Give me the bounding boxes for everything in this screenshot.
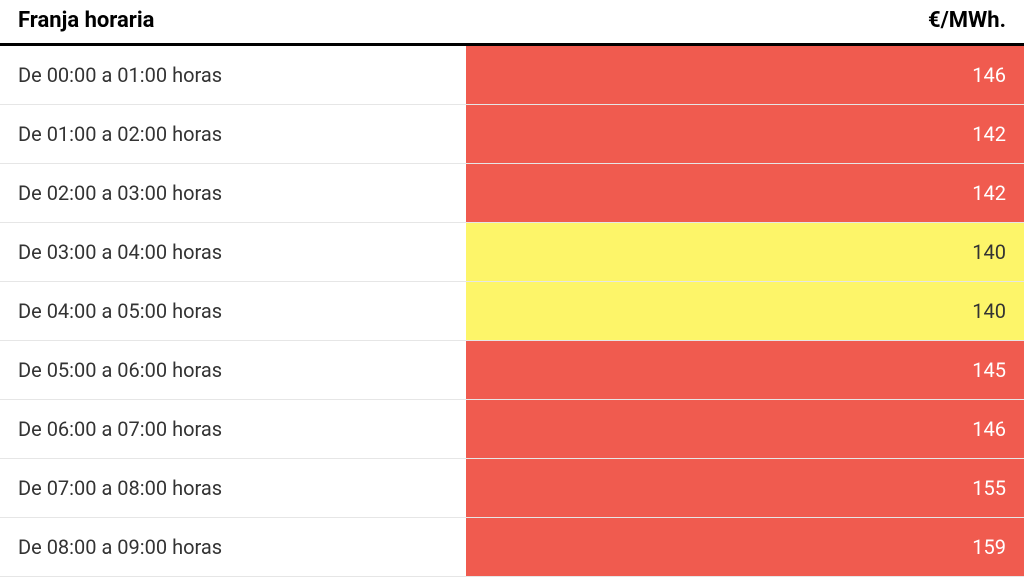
table-row: De 03:00 a 04:00 horas140 <box>0 223 1024 282</box>
price-cell: 140 <box>466 223 1024 282</box>
price-cell: 142 <box>466 105 1024 164</box>
time-cell: De 01:00 a 02:00 horas <box>0 105 466 164</box>
table-row: De 00:00 a 01:00 horas146 <box>0 46 1024 105</box>
table-row: De 07:00 a 08:00 horas155 <box>0 459 1024 518</box>
table-row: De 05:00 a 06:00 horas145 <box>0 341 1024 400</box>
time-cell: De 04:00 a 05:00 horas <box>0 282 466 341</box>
time-cell: De 03:00 a 04:00 horas <box>0 223 466 282</box>
table-body: De 00:00 a 01:00 horas146De 01:00 a 02:0… <box>0 46 1024 577</box>
table-row: De 04:00 a 05:00 horas140 <box>0 282 1024 341</box>
time-cell: De 05:00 a 06:00 horas <box>0 341 466 400</box>
column-header-time: Franja horaria <box>18 8 468 33</box>
time-cell: De 00:00 a 01:00 horas <box>0 46 466 105</box>
table-row: De 08:00 a 09:00 horas159 <box>0 518 1024 577</box>
table-row: De 06:00 a 07:00 horas146 <box>0 400 1024 459</box>
table-header: Franja horaria €/MWh. <box>0 0 1024 46</box>
price-cell: 146 <box>466 46 1024 105</box>
table-row: De 02:00 a 03:00 horas142 <box>0 164 1024 223</box>
time-cell: De 02:00 a 03:00 horas <box>0 164 466 223</box>
price-table: Franja horaria €/MWh. De 00:00 a 01:00 h… <box>0 0 1024 577</box>
time-cell: De 06:00 a 07:00 horas <box>0 400 466 459</box>
time-cell: De 07:00 a 08:00 horas <box>0 459 466 518</box>
price-cell: 145 <box>466 341 1024 400</box>
price-cell: 159 <box>466 518 1024 577</box>
price-cell: 146 <box>466 400 1024 459</box>
price-cell: 140 <box>466 282 1024 341</box>
column-header-price: €/MWh. <box>468 8 1006 33</box>
price-cell: 142 <box>466 164 1024 223</box>
time-cell: De 08:00 a 09:00 horas <box>0 518 466 577</box>
price-cell: 155 <box>466 459 1024 518</box>
table-row: De 01:00 a 02:00 horas142 <box>0 105 1024 164</box>
